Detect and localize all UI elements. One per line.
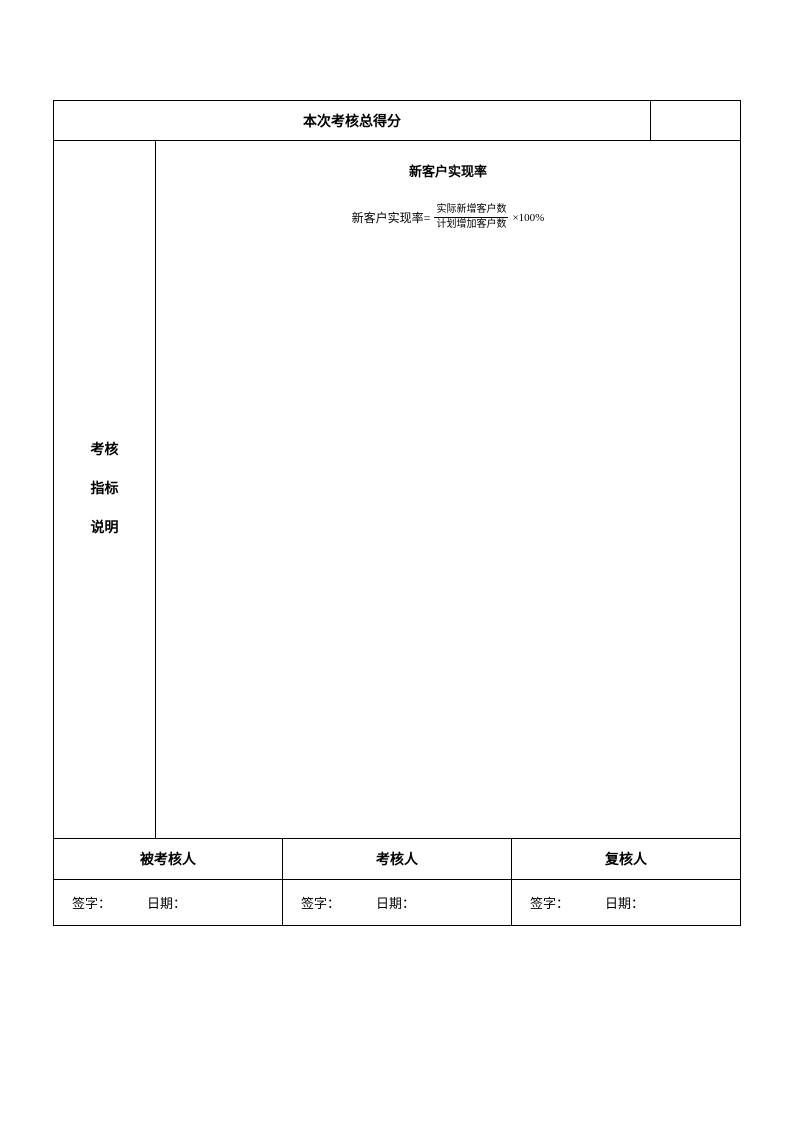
left-label-line1: 考核: [54, 431, 155, 470]
main-table: 本次考核总得分 考核 指标 说明 新客户实现率 新客户实现率= 实际新增客户数 …: [53, 100, 741, 839]
sign-label-1: 签字：: [72, 893, 111, 912]
sign-label-2: 签字：: [301, 893, 340, 912]
content-row: 考核 指标 说明 新客户实现率 新客户实现率= 实际新增客户数 计划增加客户数 …: [54, 141, 741, 839]
signer-table: 被考核人 考核人 复核人 签字： 日期： 签字： 日期：: [53, 839, 741, 926]
date-label-3: 日期：: [605, 893, 644, 912]
formula-title: 新客户实现率: [156, 161, 740, 180]
signer-col3-header-cell: 复核人: [512, 839, 741, 879]
formula-line: 新客户实现率= 实际新增客户数 计划增加客户数 ×100%: [156, 204, 740, 231]
assessment-form: 本次考核总得分 考核 指标 说明 新客户实现率 新客户实现率= 实际新增客户数 …: [53, 100, 741, 926]
signer-col3-detail: 签字： 日期：: [512, 879, 741, 925]
date-label-1: 日期：: [147, 893, 186, 912]
signer-col1-header-cell: 被考核人: [54, 839, 283, 879]
signer-col2-detail: 签字： 日期：: [283, 879, 512, 925]
signer-col2-header: 考核人: [376, 853, 418, 868]
header-title: 本次考核总得分: [303, 115, 401, 130]
formula-denominator: 计划增加客户数: [434, 218, 508, 231]
date-label-2: 日期：: [376, 893, 415, 912]
formula-prefix: 新客户实现率=: [352, 209, 431, 226]
right-content-cell: 新客户实现率 新客户实现率= 实际新增客户数 计划增加客户数 ×100%: [156, 141, 741, 839]
signer-col1-header: 被考核人: [140, 853, 196, 868]
formula-suffix: ×100%: [512, 212, 544, 224]
signer-col1-detail: 签字： 日期：: [54, 879, 283, 925]
header-row: 本次考核总得分: [54, 101, 741, 141]
left-label-cell: 考核 指标 说明: [54, 141, 156, 839]
left-label-line2: 指标: [54, 470, 155, 509]
signer-header-row: 被考核人 考核人 复核人: [54, 839, 741, 879]
formula-fraction: 实际新增客户数 计划增加客户数: [434, 204, 508, 231]
signer-col3-header: 复核人: [605, 853, 647, 868]
left-label-line3: 说明: [54, 509, 155, 548]
header-title-cell: 本次考核总得分: [54, 101, 651, 141]
sign-label-3: 签字：: [530, 893, 569, 912]
signer-detail-row: 签字： 日期： 签字： 日期： 签字： 日期：: [54, 879, 741, 925]
formula-numerator: 实际新增客户数: [434, 204, 508, 218]
signer-col2-header-cell: 考核人: [283, 839, 512, 879]
header-score-cell: [651, 101, 741, 141]
